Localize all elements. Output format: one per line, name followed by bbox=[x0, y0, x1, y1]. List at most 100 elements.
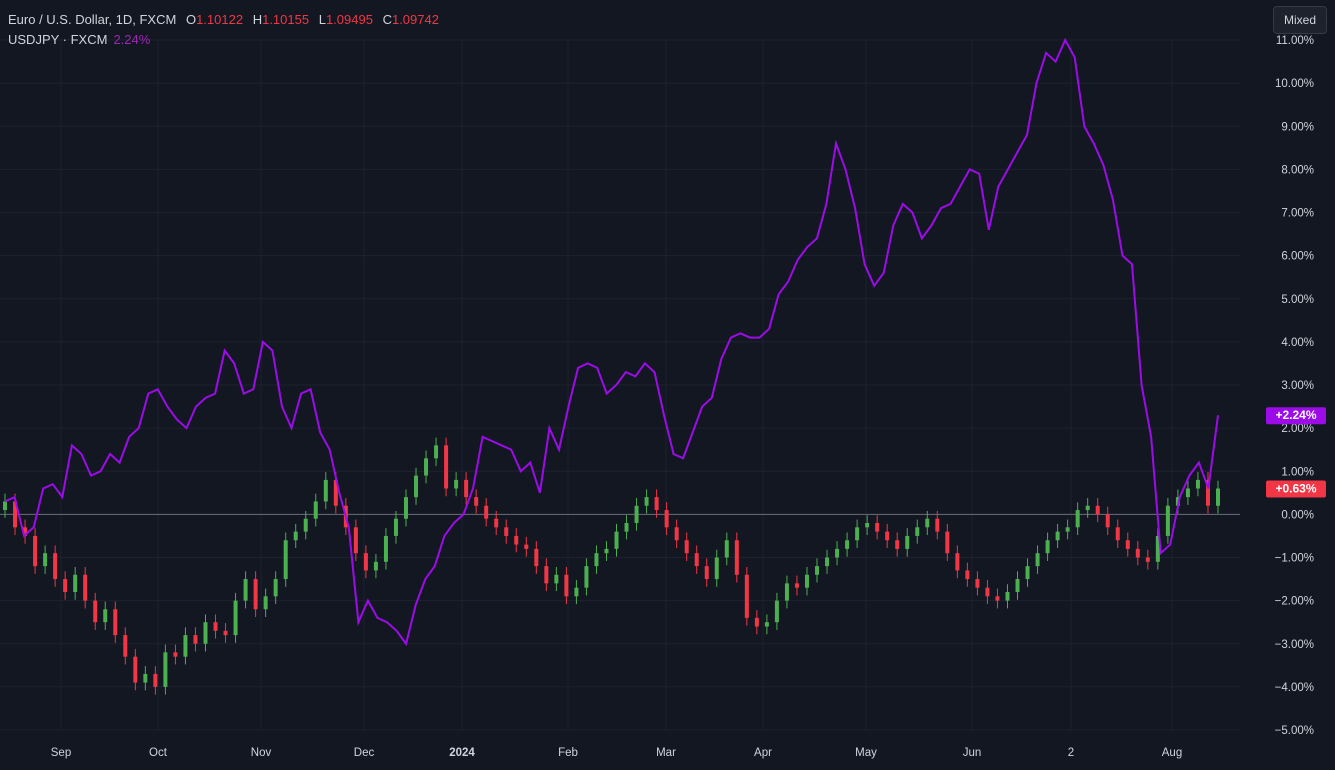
candle bbox=[1155, 528, 1160, 570]
candle bbox=[43, 545, 48, 574]
candle bbox=[23, 519, 28, 544]
y-tick-label: 9.00% bbox=[1281, 121, 1314, 133]
candle bbox=[574, 579, 579, 605]
candle bbox=[1075, 502, 1080, 536]
candle bbox=[905, 528, 910, 557]
x-tick-label: May bbox=[855, 747, 877, 759]
candle bbox=[734, 532, 739, 583]
candle bbox=[424, 450, 429, 484]
y-tick-label: −1.00% bbox=[1275, 553, 1314, 565]
candle bbox=[283, 532, 288, 587]
candle bbox=[1025, 558, 1030, 587]
y-tick-label: 1.00% bbox=[1281, 466, 1314, 478]
candle bbox=[213, 614, 218, 639]
candle bbox=[1195, 472, 1200, 497]
x-tick-label: Apr bbox=[754, 747, 772, 759]
candle bbox=[784, 575, 789, 609]
compare-pct: 2.24% bbox=[113, 32, 151, 47]
y-tick-label: 3.00% bbox=[1281, 380, 1314, 392]
candle bbox=[825, 549, 830, 574]
candle bbox=[965, 562, 970, 587]
candle bbox=[955, 545, 960, 579]
y-tick-label: −3.00% bbox=[1275, 639, 1314, 651]
x-tick-label: Sep bbox=[51, 747, 71, 759]
candle bbox=[243, 571, 248, 609]
x-tick-label: Jun bbox=[963, 747, 982, 759]
candle bbox=[373, 554, 378, 579]
price-badges: +2.24% +0.63% bbox=[1266, 407, 1326, 498]
low-value: 1.09495 bbox=[325, 12, 373, 27]
main-symbol-row[interactable]: Euro / U.S. Dollar, 1D, FXCM O1.10122 H1… bbox=[8, 10, 439, 30]
y-tick-label: 0.00% bbox=[1281, 509, 1314, 521]
x-tick-label: 2024 bbox=[449, 747, 475, 759]
candle bbox=[724, 532, 729, 566]
x-tick-label: Aug bbox=[1162, 747, 1182, 759]
candle bbox=[674, 519, 679, 549]
y-tick-label: 8.00% bbox=[1281, 164, 1314, 176]
candle bbox=[1015, 571, 1020, 600]
y-tick-label: 2.00% bbox=[1281, 423, 1314, 435]
candle bbox=[614, 523, 619, 557]
candle bbox=[895, 532, 900, 557]
candle bbox=[1055, 523, 1060, 549]
candle bbox=[353, 519, 358, 561]
candle bbox=[1115, 519, 1120, 549]
candle bbox=[504, 519, 509, 544]
candle bbox=[855, 519, 860, 549]
candle bbox=[163, 644, 168, 695]
candle bbox=[845, 532, 850, 557]
close-label: C bbox=[382, 12, 392, 27]
candle bbox=[835, 541, 840, 566]
candle bbox=[804, 566, 809, 596]
candle bbox=[534, 541, 539, 574]
candle bbox=[1185, 480, 1190, 505]
candle bbox=[323, 472, 328, 510]
high-value: 1.10155 bbox=[262, 12, 310, 27]
candle bbox=[1216, 480, 1220, 514]
candle bbox=[975, 571, 980, 596]
candle bbox=[925, 510, 930, 536]
y-tick-label: 10.00% bbox=[1275, 78, 1314, 90]
usdjpy-line bbox=[4, 37, 1219, 647]
candle bbox=[1165, 497, 1170, 544]
candle bbox=[484, 497, 489, 527]
candle bbox=[1085, 497, 1090, 518]
y-axis[interactable]: 11.00% 10.00% 9.00% 8.00% 7.00% 6.00% 5.00% 4.0… bbox=[1275, 35, 1314, 737]
scale-mode-button[interactable]: Mixed bbox=[1272, 6, 1327, 34]
y-tick-label: 11.00% bbox=[1276, 35, 1314, 47]
candle bbox=[684, 532, 689, 561]
candle bbox=[303, 510, 308, 540]
candle bbox=[634, 497, 639, 531]
compare-symbol-row[interactable]: USDJPY · FXCM 2.24% bbox=[8, 30, 439, 50]
candle bbox=[434, 437, 439, 467]
candle bbox=[664, 502, 669, 536]
candle bbox=[1005, 584, 1010, 609]
candle bbox=[383, 528, 388, 570]
candle bbox=[644, 489, 649, 514]
candle bbox=[73, 566, 78, 600]
y-tick-label: 4.00% bbox=[1281, 337, 1314, 349]
y-tick-label: 6.00% bbox=[1281, 251, 1314, 263]
x-axis[interactable]: Sep Oct Nov Dec 2024 Feb Mar Apr May Jun 2 Aug bbox=[51, 747, 1182, 759]
candle bbox=[794, 575, 799, 596]
candle bbox=[444, 437, 449, 497]
candle bbox=[153, 666, 158, 695]
price-badge: +2.24% bbox=[1266, 407, 1326, 425]
candle bbox=[474, 489, 479, 514]
candle bbox=[53, 545, 58, 587]
candle bbox=[945, 523, 950, 561]
candle bbox=[744, 566, 749, 626]
candle bbox=[403, 489, 408, 527]
candle bbox=[544, 558, 549, 592]
candle bbox=[1135, 541, 1140, 566]
candle bbox=[1045, 532, 1050, 561]
high-label: H bbox=[252, 12, 263, 27]
candle bbox=[554, 566, 559, 592]
x-tick-label: Mar bbox=[656, 747, 676, 759]
candle bbox=[263, 588, 268, 618]
candle bbox=[183, 627, 188, 665]
candle bbox=[935, 510, 940, 540]
close-value: 1.09742 bbox=[391, 12, 439, 27]
candle bbox=[865, 515, 870, 536]
